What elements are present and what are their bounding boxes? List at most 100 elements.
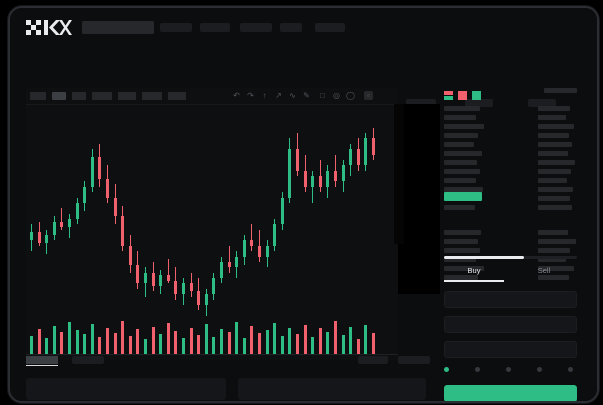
undo-icon[interactable]: ↶: [233, 91, 240, 100]
orderbook-row[interactable]: [444, 178, 476, 183]
book-bids-icon[interactable]: [472, 87, 481, 100]
chart-edge-shadow: [394, 104, 404, 244]
magnet-icon[interactable]: ◎: [333, 91, 340, 100]
nav-item-2[interactable]: [200, 23, 230, 32]
volume-baseline: [26, 354, 398, 355]
orderbook-row-size: [538, 142, 572, 147]
orderbook-row-size: [538, 178, 567, 183]
orderbook-row[interactable]: [444, 275, 478, 280]
nav-item-3[interactable]: [240, 23, 272, 32]
interval-option-2[interactable]: [52, 92, 66, 100]
orderbook-row[interactable]: [444, 151, 482, 156]
okx-logo[interactable]: [26, 20, 72, 35]
volume-bar: [37, 328, 41, 355]
tab-buy[interactable]: Buy: [467, 266, 481, 275]
lock-icon[interactable]: ◯: [346, 91, 355, 100]
nav-item-1[interactable]: [160, 23, 192, 32]
interval-option-5[interactable]: [118, 92, 136, 100]
orderbook-row-size: [538, 187, 573, 192]
volume-bar: [364, 324, 368, 355]
slider-step-3[interactable]: [537, 367, 542, 372]
orderbook-row[interactable]: [444, 257, 476, 262]
orderbook-and-order-form: Buy Sell: [440, 84, 581, 401]
candle: [212, 278, 216, 295]
volume-bar: [326, 331, 330, 355]
orderbook-row[interactable]: [444, 124, 484, 129]
orderbook-row-size: [538, 124, 574, 129]
volume-bar: [52, 325, 56, 355]
amount-percent-slider[interactable]: [444, 367, 577, 376]
amount-input[interactable]: [444, 316, 577, 333]
trash-icon[interactable]: ▫: [364, 91, 373, 100]
orderbook-row[interactable]: [444, 239, 478, 244]
volume-histogram: [26, 310, 398, 355]
price-input[interactable]: [444, 291, 577, 308]
orderbook-row[interactable]: [444, 142, 474, 147]
orderbook-row[interactable]: [444, 160, 477, 165]
orderbook-row[interactable]: [444, 169, 480, 174]
volume-bar: [280, 336, 284, 355]
tab-sell[interactable]: Sell: [537, 266, 551, 275]
volume-bar: [197, 334, 201, 355]
slider-step-1[interactable]: [475, 367, 480, 372]
interval-option-7[interactable]: [168, 92, 186, 100]
volume-bar: [30, 336, 33, 355]
interval-option-4[interactable]: [92, 92, 112, 100]
cursor-icon[interactable]: ↑: [262, 91, 267, 100]
orderbook-row[interactable]: [444, 133, 478, 138]
volume-bar: [106, 327, 109, 355]
interval-option-6[interactable]: [142, 92, 162, 100]
chart-right-occlusion: [398, 104, 440, 294]
chart-toolbar: ↶ ↷ ↑ ↗ ∿ ✎ □ ◎ ◯ ▫: [26, 88, 398, 105]
candle-wick: [61, 208, 63, 230]
total-input[interactable]: [444, 341, 577, 358]
wave-icon[interactable]: ∿: [289, 91, 296, 100]
shapes-icon[interactable]: □: [320, 91, 325, 100]
redo-icon[interactable]: ↷: [247, 91, 254, 100]
nav-item-4[interactable]: [280, 23, 302, 32]
candlestick-chart[interactable]: [26, 110, 398, 328]
orderbook-row[interactable]: [444, 230, 481, 235]
candle: [250, 240, 254, 246]
slider-step-4[interactable]: [568, 367, 573, 372]
orderbook-row[interactable]: [444, 248, 480, 253]
candle: [45, 235, 49, 244]
candle: [220, 261, 223, 279]
tab-order-history[interactable]: [72, 356, 104, 364]
volume-bar: [212, 336, 216, 355]
candle: [37, 232, 41, 244]
stat-5: [528, 99, 556, 107]
book-both-icon[interactable]: [444, 87, 453, 100]
orderbook-row[interactable]: [444, 205, 475, 210]
orderbook-row[interactable]: [444, 106, 480, 111]
orderbook-row[interactable]: [444, 187, 483, 192]
orderbook-row-size: [538, 257, 566, 262]
market-sub-bar: Spot Trading ⌄ ⌄: [10, 46, 597, 114]
orderbook-row-size: [538, 266, 574, 271]
trendline-icon[interactable]: ↗: [275, 91, 282, 100]
volume-bar: [144, 339, 147, 355]
orderbook-row[interactable]: [444, 266, 484, 271]
brush-icon[interactable]: ✎: [303, 91, 310, 100]
slider-step-2[interactable]: [506, 367, 511, 372]
nav-item-5[interactable]: [315, 23, 345, 32]
slider-step-0[interactable]: [444, 367, 449, 372]
candle: [159, 275, 163, 287]
tab-assets[interactable]: [398, 356, 430, 364]
candle: [52, 221, 56, 236]
book-asks-icon[interactable]: [458, 87, 467, 100]
interval-option-1[interactable]: [30, 92, 46, 100]
orderbook-row[interactable]: [444, 115, 476, 120]
volume-bar: [372, 332, 375, 355]
volume-bar: [136, 328, 140, 355]
candle: [174, 280, 178, 295]
orderbook-row-size: [538, 248, 570, 253]
tab-open-orders[interactable]: [26, 356, 58, 364]
orderbook-grouping-selector[interactable]: [544, 88, 577, 93]
candle: [349, 149, 353, 166]
nav-item-search[interactable]: [82, 21, 154, 34]
submit-buy-button[interactable]: [444, 385, 577, 401]
tab-positions[interactable]: [358, 356, 388, 364]
interval-option-3[interactable]: [72, 92, 86, 100]
top-navigation-bar: [10, 8, 597, 46]
